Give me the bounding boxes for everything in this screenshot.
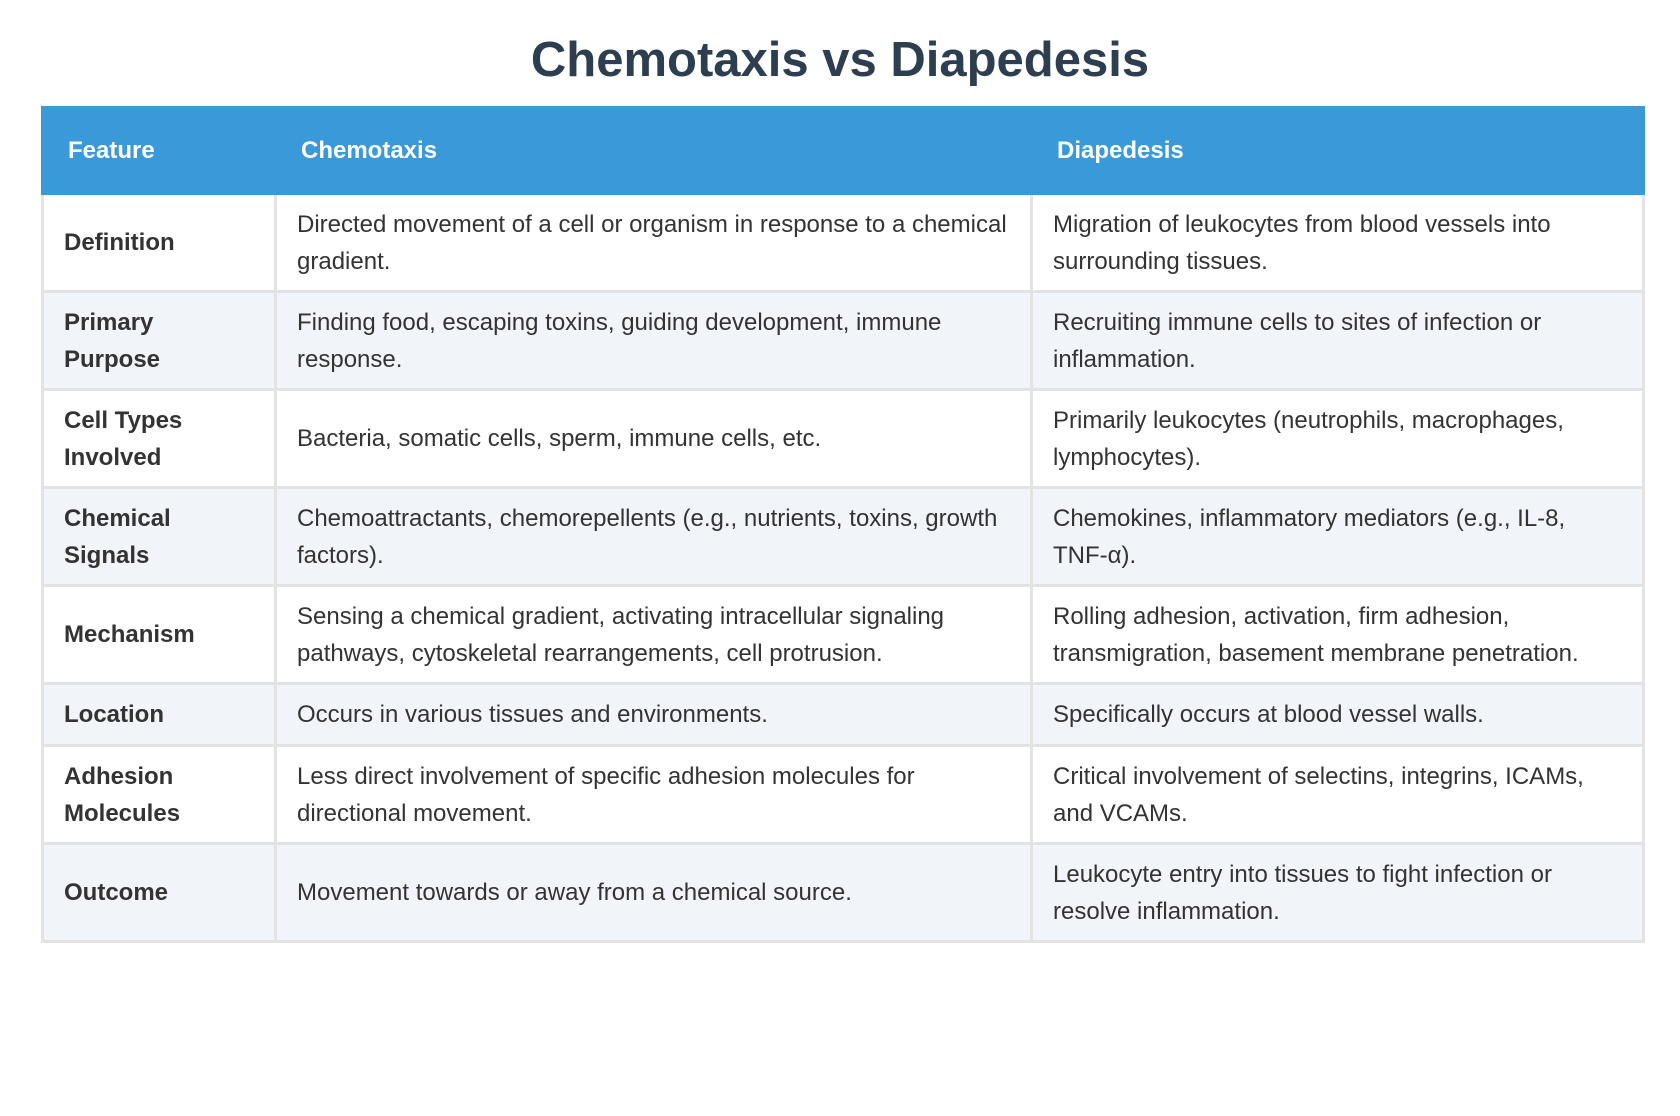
chemotaxis-cell: Bacteria, somatic cells, sperm, immune c… [274, 388, 1033, 489]
table-row: Location Occurs in various tissues and e… [41, 682, 1645, 747]
chemotaxis-cell: Chemoattractants, chemorepellents (e.g.,… [274, 486, 1033, 587]
feature-cell: Primary Purpose [41, 290, 277, 391]
table-header: Feature Chemotaxis Diapedesis [41, 106, 1645, 195]
chemotaxis-cell: Finding food, escaping toxins, guiding d… [274, 290, 1033, 391]
table-row: Outcome Movement towards or away from a … [41, 842, 1645, 943]
table-row: Primary Purpose Finding food, escaping t… [41, 290, 1645, 391]
page-title: Chemotaxis vs Diapedesis [530, 33, 1150, 87]
chemotaxis-cell: Directed movement of a cell or organism … [274, 192, 1033, 293]
table-row: Adhesion Molecules Less direct involveme… [41, 744, 1645, 845]
chemotaxis-cell: Occurs in various tissues and environmen… [274, 682, 1033, 747]
header-row: Feature Chemotaxis Diapedesis [41, 106, 1645, 195]
table-body: Definition Directed movement of a cell o… [41, 192, 1645, 943]
chemotaxis-cell: Less direct involvement of specific adhe… [274, 744, 1033, 845]
chemotaxis-cell: Sensing a chemical gradient, activating … [274, 584, 1033, 685]
feature-cell: Chemical Signals [41, 486, 277, 587]
diapedesis-cell: Leukocyte entry into tissues to fight in… [1030, 842, 1645, 943]
diapedesis-cell: Rolling adhesion, activation, firm adhes… [1030, 584, 1645, 685]
feature-cell: Mechanism [41, 584, 277, 685]
table-row: Chemical Signals Chemoattractants, chemo… [41, 486, 1645, 587]
feature-cell: Location [41, 682, 277, 747]
diapedesis-cell: Chemokines, inflammatory mediators (e.g.… [1030, 486, 1645, 587]
table-row: Cell Types Involved Bacteria, somatic ce… [41, 388, 1645, 489]
feature-cell: Adhesion Molecules [41, 744, 277, 845]
diapedesis-cell: Primarily leukocytes (neutrophils, macro… [1030, 388, 1645, 489]
feature-cell: Definition [41, 192, 277, 293]
feature-cell: Cell Types Involved [41, 388, 277, 489]
diapedesis-cell: Critical involvement of selectins, integ… [1030, 744, 1645, 845]
header-chemotaxis: Chemotaxis [274, 106, 1033, 195]
diapedesis-cell: Migration of leukocytes from blood vesse… [1030, 192, 1645, 293]
feature-cell: Outcome [41, 842, 277, 943]
diapedesis-cell: Specifically occurs at blood vessel wall… [1030, 682, 1645, 747]
header-feature: Feature [41, 106, 277, 195]
comparison-table: Feature Chemotaxis Diapedesis Definition… [41, 106, 1645, 943]
chemotaxis-cell: Movement towards or away from a chemical… [274, 842, 1033, 943]
diapedesis-cell: Recruiting immune cells to sites of infe… [1030, 290, 1645, 391]
table-row: Definition Directed movement of a cell o… [41, 192, 1645, 293]
header-diapedesis: Diapedesis [1030, 106, 1645, 195]
table-row: Mechanism Sensing a chemical gradient, a… [41, 584, 1645, 685]
